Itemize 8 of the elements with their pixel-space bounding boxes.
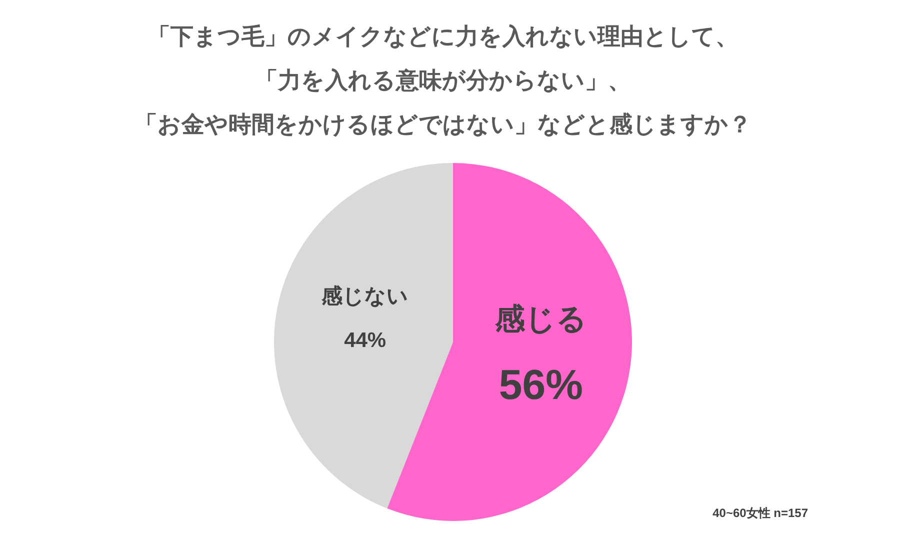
data-label: 56% — [498, 360, 583, 408]
slice-label: 感じる — [494, 302, 587, 336]
chart-title: 「下まつ毛」のメイクなどに力を入れない理由として、「力を入れる意味が分からない」、「お金や時間をかけるほどではない」などと感じますか？ — [134, 23, 752, 137]
pie-slice — [274, 163, 453, 508]
data-label: 44% — [344, 329, 386, 352]
text: 40~60女性 n=157 — [712, 506, 808, 520]
slice-label: 感じない — [320, 285, 409, 308]
pie-slice — [387, 163, 632, 521]
